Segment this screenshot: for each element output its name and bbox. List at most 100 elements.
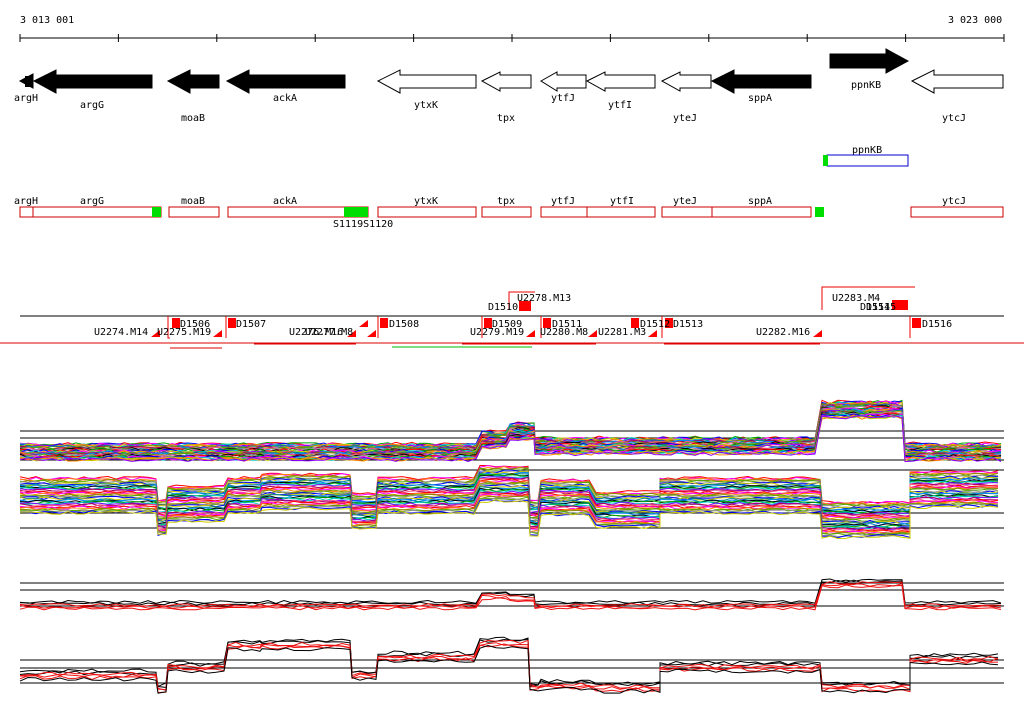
segment-marker — [665, 318, 673, 328]
expression-line — [19, 415, 1002, 463]
gene-arrow-tpx[interactable] — [480, 71, 532, 92]
gene-arrow-moaB[interactable] — [166, 69, 220, 94]
segment-label: D1516 — [922, 319, 952, 330]
segment-marker — [172, 318, 180, 328]
ruler-ticks — [19, 34, 1005, 42]
segment-label: U2283.M4 — [832, 293, 880, 304]
minus-cds-label-ackA: ackA — [273, 196, 297, 207]
gene-arrow-ytxK[interactable] — [376, 69, 477, 94]
gene-arrow-argH-body — [25, 76, 33, 87]
minus-cds-box-ytcJ[interactable] — [910, 206, 1004, 218]
gene-label-argH: argH — [14, 93, 38, 104]
plus-feature-green — [823, 155, 828, 166]
segment-bracket-upper — [508, 291, 535, 310]
minus-cds-box-ytxK[interactable] — [377, 206, 477, 218]
average-panel-plus — [19, 578, 1004, 611]
gene-label-argG: argG — [80, 100, 104, 111]
segment-label: D1512 — [640, 319, 670, 330]
expression-line — [19, 492, 999, 533]
gene-arrow-ytfI[interactable] — [585, 71, 656, 92]
minus-feature-green-sppA — [815, 207, 824, 217]
average-line — [19, 583, 1002, 609]
plus-cds-box-ppnKB[interactable] — [826, 154, 909, 167]
segment-label: U2275.M19 — [157, 327, 211, 338]
minus-cds-label-sppA: sppA — [748, 196, 772, 207]
segment-label: U2282.M16 — [756, 327, 810, 338]
gene-label-sppA: sppA — [748, 93, 772, 104]
expression-line — [19, 497, 999, 538]
minus-cds-label-ytfI: ytfI — [610, 196, 634, 207]
expression-line — [19, 404, 1002, 452]
minus-feature-green-ackA — [344, 207, 368, 217]
minus-cds-label-ytcJ: ytcJ — [942, 196, 966, 207]
minus-cds-label-tpx: tpx — [497, 196, 515, 207]
expression-panel-minus — [19, 464, 1004, 540]
gene-arrow-ytcJ[interactable] — [910, 69, 1004, 94]
segment-marker — [892, 300, 908, 310]
plus-cds-label-ppnKB: ppnKB — [852, 145, 882, 156]
gene-label-yteJ: yteJ — [673, 113, 697, 124]
segment-label: D1514 — [860, 302, 890, 313]
segment-label: U2278.M13 — [517, 293, 571, 304]
gene-arrow-ppnKB[interactable] — [829, 48, 910, 74]
gene-arrow-ackA[interactable] — [225, 69, 346, 94]
segment-label: D1513 — [673, 319, 703, 330]
segment-end-triangle — [813, 330, 822, 337]
gene-label-moaB: moaB — [181, 113, 205, 124]
gene-label-ppnKB: ppnKB — [851, 80, 881, 91]
expression-line — [19, 484, 999, 524]
minus-cds-box-sppA[interactable] — [711, 206, 812, 218]
expression-line — [19, 488, 999, 529]
segment-marker — [912, 318, 921, 328]
expression-line — [19, 465, 999, 504]
gene-arrow-yteJ[interactable] — [660, 71, 712, 92]
minus-cds-label-ytfJ: ytfJ — [551, 196, 575, 207]
minus-cds-box-ytfJ[interactable] — [540, 206, 588, 218]
segment-end-triangle — [213, 330, 222, 337]
gene-arrow-argG[interactable] — [32, 69, 153, 94]
minus-feature-label: S1119S1120 — [333, 219, 393, 230]
expression-line — [19, 494, 999, 535]
expression-line — [19, 485, 999, 525]
segment-end-triangle — [588, 330, 597, 337]
segment-label: D1511 — [552, 319, 582, 330]
ruler-start-label: 3 013 001 — [20, 15, 74, 26]
average-lines-minus — [19, 636, 999, 694]
expression-line — [19, 467, 999, 507]
expression-line — [19, 499, 999, 540]
average-line — [19, 581, 1002, 608]
segment-marker — [631, 318, 639, 328]
coordinate-ruler: 3 013 001 3 023 000 — [19, 15, 1005, 42]
average-line — [19, 636, 999, 688]
average-line — [19, 638, 999, 688]
expression-line — [19, 474, 999, 514]
minus-cds-box-ytfI[interactable] — [586, 206, 656, 218]
expression-lines-minus — [19, 464, 999, 540]
minus-cds-box-tpx[interactable] — [481, 206, 532, 218]
expression-panel-plus — [19, 399, 1004, 463]
ruler-end-label: 3 023 000 — [948, 15, 1002, 26]
segment-end-triangle — [526, 330, 535, 337]
minus-cds-box-yteJ[interactable] — [661, 206, 713, 218]
minus-cds-box-argG[interactable] — [32, 206, 162, 218]
expression-lines-plus — [19, 399, 1002, 463]
gene-annotation-track: argH argG moaB ackA ytxK tpx ytfJ ytfI y… — [14, 48, 1004, 124]
minus-cds-label-ytxK: ytxK — [414, 196, 438, 207]
expression-line — [19, 479, 999, 519]
segment-bracket-upper — [821, 286, 915, 310]
minus-cds-box-moaB[interactable] — [168, 206, 220, 218]
segment-bracket-lower — [167, 316, 170, 339]
gene-arrow-sppA[interactable] — [710, 69, 812, 94]
minus-cds-box-argH[interactable] — [19, 206, 34, 218]
segment-marker — [519, 301, 531, 311]
segment-label: D1509 — [492, 319, 522, 330]
segment-label: U2274.M14 — [94, 327, 148, 338]
segmentation-track: U2274.M14 U2275.M19 D1506 D1507 U2276.M1… — [0, 286, 1024, 349]
segment-end-triangle — [347, 330, 356, 337]
minus-feature-green-argG — [152, 207, 161, 217]
average-line — [19, 643, 999, 694]
segment-label: U2276.M16 — [289, 327, 343, 338]
expression-line — [19, 478, 999, 519]
segment-marker — [484, 318, 492, 328]
gene-arrow-ytfJ[interactable] — [540, 71, 587, 92]
